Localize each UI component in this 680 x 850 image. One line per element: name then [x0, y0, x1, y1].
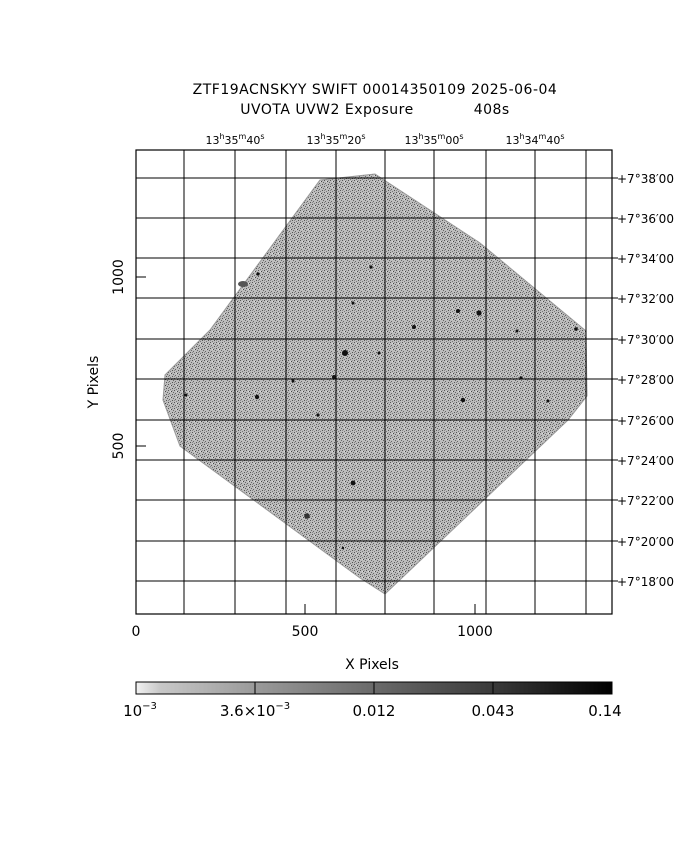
dec-tick-label: +7°24′00 — [617, 454, 674, 468]
image-title: ZTF19ACNSKYY SWIFT 00014350109 2025-06-0… — [192, 82, 558, 98]
dec-tick-label: +7°34′00 — [617, 252, 674, 266]
y-tick-label: 1000 — [111, 259, 127, 295]
dec-tick-label: +7°18′00 — [617, 575, 674, 589]
dec-tick-label: +7°20′00 — [617, 535, 674, 549]
dec-tick-label: +7°30′00 — [617, 333, 674, 347]
ra-tick-label: 13h35m20s — [306, 132, 365, 147]
x-axis-label: X Pixels — [345, 657, 399, 673]
colorbar-tick-label: 10−3 — [123, 701, 157, 720]
exposure-time: 408s — [473, 102, 510, 118]
x-tick-label: 500 — [292, 624, 319, 640]
dec-tick-label: +7°38′00 — [617, 172, 674, 186]
colorbar-tick-label: 3.6×10−3 — [220, 701, 290, 720]
dec-tick-label: +7°28′00 — [617, 373, 674, 387]
point-sources — [184, 265, 578, 550]
colorbar-tick-label: 0.043 — [472, 702, 515, 720]
filter-exposure-label: UVOTA UVW2 Exposure — [240, 102, 414, 118]
ra-tick-label: 13h35m40s — [205, 132, 264, 147]
dec-tick-label: +7°22′00 — [617, 494, 674, 508]
colorbar — [135, 681, 613, 695]
dec-tick-label: +7°32′00 — [617, 292, 674, 306]
pixel-ticks — [135, 177, 618, 614]
ra-tick-label: 13h35m00s — [404, 132, 463, 147]
plot-frame — [135, 149, 613, 615]
y-tick-label: 500 — [111, 433, 127, 460]
dec-tick-label: +7°36′00 — [617, 212, 674, 226]
colorbar-tick-label: 0.012 — [353, 702, 396, 720]
exposure-footprint — [162, 173, 588, 595]
image-subtitle: UVOTA UVW2 Exposure 408s — [0, 102, 680, 118]
coordinate-grid — [136, 150, 612, 614]
x-tick-label: 1000 — [457, 624, 493, 640]
x-tick-label: 0 — [132, 624, 141, 640]
ra-tick-label: 13h34m40s — [505, 132, 564, 147]
dec-tick-label: +7°26′00 — [617, 414, 674, 428]
colorbar-tick-label: 0.14 — [588, 702, 621, 720]
y-axis-label: Y Pixels — [86, 356, 102, 410]
